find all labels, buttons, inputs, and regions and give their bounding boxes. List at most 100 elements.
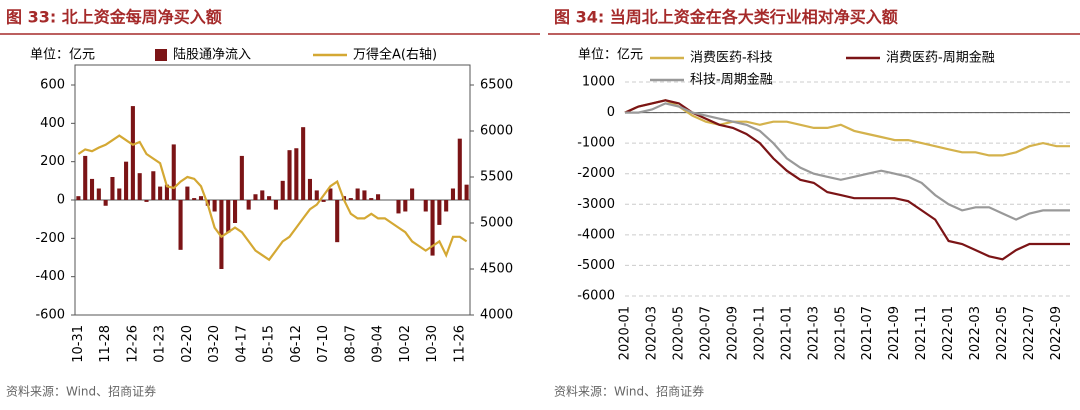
y2-tick-label: 5000 bbox=[480, 216, 513, 231]
y-tick-label: -400 bbox=[35, 269, 65, 284]
bar bbox=[151, 171, 156, 200]
unit-label: 单位：亿元 bbox=[30, 48, 95, 63]
bar bbox=[239, 155, 244, 200]
x-tick-label: 2020-11 bbox=[752, 306, 767, 360]
y-tick-label: 0 bbox=[607, 105, 615, 120]
bar bbox=[124, 161, 129, 200]
bar bbox=[103, 200, 108, 206]
x-tick-label: 02-20 bbox=[180, 325, 195, 363]
bar bbox=[464, 184, 469, 200]
y-tick-label: 400 bbox=[40, 116, 65, 131]
bar bbox=[144, 200, 149, 202]
x-tick-label: 11-28 bbox=[98, 325, 113, 363]
bar bbox=[457, 138, 462, 200]
x-tick-label: 10-02 bbox=[398, 325, 413, 363]
bar bbox=[267, 196, 272, 200]
x-tick-label: 2022-09 bbox=[1049, 306, 1064, 360]
y-tick-label: -4000 bbox=[577, 227, 615, 242]
x-tick-label: 07-10 bbox=[316, 325, 331, 363]
bar bbox=[444, 200, 449, 212]
bar bbox=[96, 188, 101, 200]
bar bbox=[450, 188, 456, 200]
bar bbox=[328, 188, 333, 200]
bar bbox=[219, 200, 224, 269]
plot-frame bbox=[74, 64, 471, 316]
bar bbox=[178, 200, 183, 250]
bar bbox=[164, 184, 169, 200]
source-note: 资料来源：Wind、招商证券 bbox=[6, 384, 156, 399]
x-tick-label: 2022-07 bbox=[1022, 306, 1037, 360]
y-tick-label: -600 bbox=[35, 308, 65, 323]
x-tick-label: 2022-05 bbox=[995, 306, 1010, 360]
x-tick-label: 2021-11 bbox=[914, 306, 929, 360]
x-tick-label: 10-31 bbox=[71, 325, 86, 363]
y-tick-label: -5000 bbox=[577, 258, 615, 273]
bar bbox=[83, 155, 88, 200]
x-tick-label: 01-23 bbox=[153, 325, 168, 363]
source-note: 资料来源：Wind、招商证券 bbox=[554, 384, 704, 399]
x-tick-label: 2022-03 bbox=[968, 306, 983, 360]
bar bbox=[423, 200, 428, 212]
y-tick-label: -6000 bbox=[577, 289, 615, 304]
bar bbox=[362, 190, 367, 200]
x-tick-label: 2021-05 bbox=[833, 306, 848, 360]
y-tick-label: 600 bbox=[40, 78, 65, 93]
legend-label: 消费医药-科技 bbox=[690, 51, 773, 66]
bar bbox=[246, 200, 251, 210]
bar bbox=[273, 200, 278, 210]
legend-label: 消费医药-周期金融 bbox=[886, 50, 995, 66]
chart-title: 图 34: 当周北上资金在各大类行业相对净买入额 bbox=[554, 8, 898, 27]
y-tick-label: 1000 bbox=[582, 75, 615, 90]
bar bbox=[410, 188, 415, 200]
bar bbox=[117, 188, 122, 200]
y-tick-label: -3000 bbox=[577, 197, 615, 212]
x-tick-label: 05-15 bbox=[262, 325, 277, 363]
bar bbox=[437, 200, 442, 225]
line bbox=[625, 102, 1070, 221]
y-tick-label: 200 bbox=[40, 154, 65, 169]
bar bbox=[89, 178, 95, 200]
chart-title: 图 33: 北上资金每周净买入额 bbox=[6, 8, 222, 27]
x-tick-label: 2021-01 bbox=[779, 306, 794, 360]
bar bbox=[171, 144, 176, 200]
legend-label: 万得全A(右轴) bbox=[353, 47, 437, 63]
bar bbox=[335, 200, 340, 243]
bar bbox=[130, 106, 135, 200]
bar bbox=[260, 190, 265, 200]
x-tick-label: 09-04 bbox=[371, 325, 386, 363]
bar bbox=[430, 200, 435, 256]
x-tick-label: 04-17 bbox=[234, 325, 249, 363]
bar bbox=[137, 173, 142, 200]
bar bbox=[307, 178, 312, 200]
x-tick-label: 03-20 bbox=[207, 325, 222, 363]
x-tick-label: 10-30 bbox=[425, 325, 440, 363]
legend-label: 陆股通净流入 bbox=[173, 47, 251, 63]
y-tick-label: -200 bbox=[35, 231, 65, 246]
y-tick-label: -1000 bbox=[577, 136, 615, 151]
x-tick-label: 08-07 bbox=[343, 325, 358, 363]
bar bbox=[287, 150, 292, 200]
bar bbox=[158, 186, 163, 200]
line bbox=[624, 99, 1070, 261]
y-tick-label: 0 bbox=[57, 193, 65, 208]
x-tick-label: 2020-07 bbox=[698, 306, 713, 360]
bar bbox=[321, 200, 326, 202]
x-tick-label: 2020-03 bbox=[644, 306, 659, 360]
bar bbox=[294, 148, 299, 200]
bar bbox=[253, 194, 258, 200]
bar bbox=[348, 198, 353, 200]
bar bbox=[233, 200, 238, 223]
unit-label: 单位：亿元 bbox=[578, 48, 643, 63]
bar bbox=[314, 190, 319, 200]
x-tick-label: 2021-09 bbox=[887, 306, 902, 360]
bar bbox=[110, 177, 115, 200]
legend-swatch bbox=[155, 49, 167, 61]
line bbox=[624, 99, 1070, 157]
bar bbox=[185, 186, 190, 200]
bar bbox=[376, 194, 381, 200]
x-tick-label: 06-12 bbox=[289, 325, 304, 363]
bar bbox=[76, 196, 81, 200]
bar bbox=[226, 200, 231, 233]
bar bbox=[396, 200, 401, 214]
x-tick-label: 11-26 bbox=[452, 325, 467, 363]
